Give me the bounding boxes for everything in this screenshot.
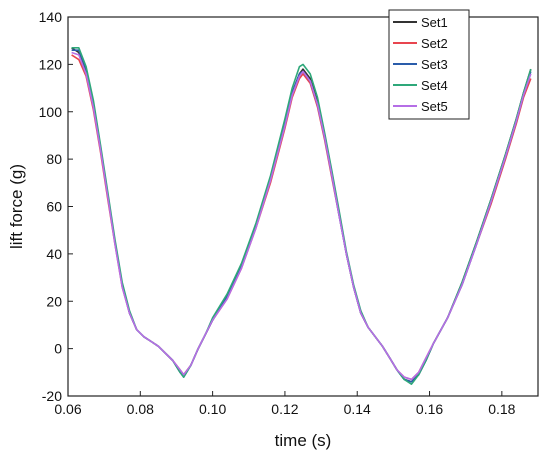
- y-tick-label: 80: [46, 151, 62, 167]
- y-tick-label: 0: [54, 341, 62, 357]
- y-tick-label: 140: [39, 9, 63, 25]
- legend-label-set3: Set3: [421, 57, 448, 72]
- y-tick-label: 60: [46, 199, 62, 215]
- x-tick-label: 0.12: [271, 401, 298, 417]
- x-tick-label: 0.18: [488, 401, 515, 417]
- axis-tick-labels: 0.06 0.08 0.10 0.12 0.14 0.16 0.18 -20 0 20 40 60 80…: [39, 9, 516, 417]
- y-tick-label: 20: [46, 293, 62, 309]
- legend-label-set4: Set4: [421, 78, 448, 93]
- x-tick-label: 0.06: [54, 401, 81, 417]
- series-line-set5: [71, 51, 532, 381]
- legend-label-set1: Set1: [421, 15, 448, 30]
- y-tick-label: 120: [39, 56, 63, 72]
- x-tick-label: 0.16: [416, 401, 443, 417]
- legend: Set1 Set2 Set3 Set4 Set5: [388, 9, 470, 120]
- x-tick-label: 0.08: [127, 401, 154, 417]
- y-tick-label: -20: [42, 388, 62, 404]
- x-tick-label: 0.10: [199, 401, 226, 417]
- y-tick-label: 100: [39, 104, 63, 120]
- x-axis-title: time (s): [275, 431, 332, 450]
- legend-label-set5: Set5: [421, 99, 448, 114]
- y-axis-title: lift force (g): [7, 164, 26, 249]
- plot-lines: [71, 47, 532, 385]
- legend-label-set2: Set2: [421, 36, 448, 51]
- y-tick-label: 40: [46, 246, 62, 262]
- axis-ticks: [67, 16, 503, 397]
- x-tick-label: 0.14: [344, 401, 371, 417]
